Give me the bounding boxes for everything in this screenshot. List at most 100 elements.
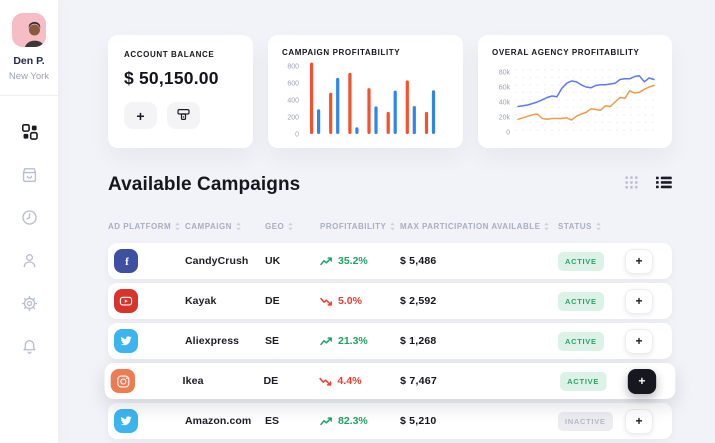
max-participation-cell: $ 5,486	[400, 255, 437, 267]
sort-icon	[543, 222, 550, 231]
sort-icon	[174, 222, 181, 231]
campaign-profitability-card: CAMPAIGN PROFITABILITY 800 600 400 200 0	[268, 35, 463, 148]
account-balance-title: ACCOUNT BALANCE	[124, 50, 215, 59]
table-row[interactable]: Kayak DE 5.0% $ 2,592 ACTIVE +	[108, 283, 672, 319]
status-badge: ACTIVE	[558, 332, 604, 351]
table-header-row: AD PLATFORM CAMPAIGN GEO PROFITABILITY MAX P…	[108, 222, 672, 231]
summary-cards: ACCOUNT BALANCE $ 50,150.00 +	[108, 35, 672, 148]
max-participation-cell: $ 2,592	[400, 295, 437, 307]
withdraw-button[interactable]	[167, 102, 200, 129]
agency-profitability-title: OVERAL AGENCY PROFITABILITY	[492, 48, 640, 57]
max-participation-cell: $ 1,268	[400, 335, 437, 347]
status-badge: ACTIVE	[560, 372, 607, 391]
svg-text:f: f	[125, 256, 129, 268]
trend-down-icon	[320, 297, 333, 306]
campaign-profitability-chart: 800 600 400 200 0	[287, 62, 436, 139]
svg-text:80k: 80k	[499, 70, 511, 77]
dashboard-icon	[20, 122, 39, 146]
trend-up-icon	[320, 416, 333, 426]
store-icon	[20, 165, 39, 189]
column-header-ad-platform[interactable]: AD PLATFORM	[108, 222, 185, 231]
column-header-max-participation-available[interactable]: MAX PARTICIPATION AVAILABLE	[400, 222, 558, 231]
campaign-name: CandyCrush	[185, 255, 249, 267]
add-campaign-button[interactable]: +	[627, 368, 657, 394]
profitability-cell: 5.0%	[320, 295, 400, 307]
status-badge: INACTIVE	[558, 412, 613, 431]
table-row[interactable]: Ikea DE 4.4% $ 7,467 ACTIVE +	[104, 363, 676, 399]
sidebar-nav	[0, 96, 58, 360]
nav-item-history[interactable]	[18, 209, 40, 231]
svg-text:20k: 20k	[499, 115, 511, 122]
trend-up-icon	[320, 336, 333, 346]
plus-icon: +	[136, 107, 145, 124]
table-row[interactable]: f CandyCrush UK 35.2% $ 5,486 ACTIVE +	[108, 243, 672, 279]
user-name: Den P.	[13, 55, 45, 67]
table-row[interactable]: Aliexpress SE 21.3% $ 1,268 ACTIVE +	[108, 323, 672, 359]
svg-text:0: 0	[506, 130, 510, 137]
add-campaign-button[interactable]: +	[625, 408, 653, 434]
list-view-icon	[656, 176, 672, 194]
list-view-button[interactable]	[656, 176, 672, 194]
sort-icon	[389, 222, 396, 231]
plus-icon: +	[635, 254, 643, 268]
withdraw-icon	[176, 107, 191, 125]
add-campaign-button[interactable]: +	[625, 248, 653, 274]
plus-icon: +	[635, 334, 643, 348]
history-icon	[20, 208, 39, 232]
add-funds-button[interactable]: +	[124, 102, 157, 129]
profile-icon	[20, 251, 39, 275]
grid-view-icon	[625, 176, 638, 194]
status-badge: ACTIVE	[558, 252, 604, 271]
user-profile: Den P. New York	[0, 0, 58, 96]
page-title: Available Campaigns	[108, 174, 301, 195]
nav-item-notifications[interactable]	[18, 338, 40, 360]
section-header: Available Campaigns	[108, 174, 672, 196]
svg-text:800: 800	[287, 64, 299, 71]
column-header-geo[interactable]: GEO	[265, 222, 320, 231]
account-balance-card: ACCOUNT BALANCE $ 50,150.00 +	[108, 35, 253, 148]
twitter-icon	[114, 329, 138, 353]
svg-text:400: 400	[287, 98, 299, 105]
profitability-cell: 21.3%	[320, 335, 400, 347]
add-campaign-button[interactable]: +	[625, 288, 653, 314]
svg-text:600: 600	[287, 81, 299, 88]
sort-icon	[595, 222, 602, 231]
notifications-icon	[20, 337, 39, 361]
svg-text:60k: 60k	[499, 85, 511, 92]
max-participation-cell: $ 5,210	[400, 415, 437, 427]
campaign-name: Kayak	[185, 295, 217, 307]
status-badge: ACTIVE	[558, 292, 604, 311]
geo-cell: SE	[265, 335, 280, 347]
geo-cell: ES	[265, 415, 280, 427]
nav-item-profile[interactable]	[18, 252, 40, 274]
grid-view-button[interactable]	[625, 176, 638, 194]
user-location: New York	[8, 71, 50, 82]
sort-icon	[235, 222, 242, 231]
trend-up-icon	[320, 256, 333, 266]
profitability-cell: 82.3%	[320, 415, 400, 427]
sidebar: Den P. New York	[0, 0, 58, 443]
account-balance-amount: $ 50,150.00	[124, 68, 219, 88]
geo-cell: DE	[263, 375, 279, 387]
table-row[interactable]: Amazon.com ES 82.3% $ 5,210 INACTIVE +	[108, 403, 672, 439]
nav-item-store[interactable]	[18, 166, 40, 188]
facebook-icon: f	[114, 249, 138, 273]
column-header-status[interactable]: STATUS	[558, 222, 625, 231]
main-content: ACCOUNT BALANCE $ 50,150.00 +	[58, 0, 715, 443]
add-campaign-button[interactable]: +	[625, 328, 653, 354]
settings-icon	[20, 294, 39, 318]
column-header-campaign[interactable]: CAMPAIGN	[185, 222, 265, 231]
view-controls	[625, 176, 672, 194]
avatar-photo	[12, 13, 46, 47]
svg-text:0: 0	[295, 132, 299, 139]
twitter-icon	[114, 409, 138, 433]
trend-down-icon	[319, 377, 332, 386]
nav-item-settings[interactable]	[18, 295, 40, 317]
plus-icon: +	[635, 414, 643, 428]
plus-icon: +	[638, 374, 646, 388]
avatar[interactable]	[12, 13, 46, 47]
nav-item-dashboard[interactable]	[18, 123, 40, 145]
column-header-profitability[interactable]: PROFITABILITY	[320, 222, 400, 231]
campaign-name: Aliexpress	[185, 335, 240, 347]
